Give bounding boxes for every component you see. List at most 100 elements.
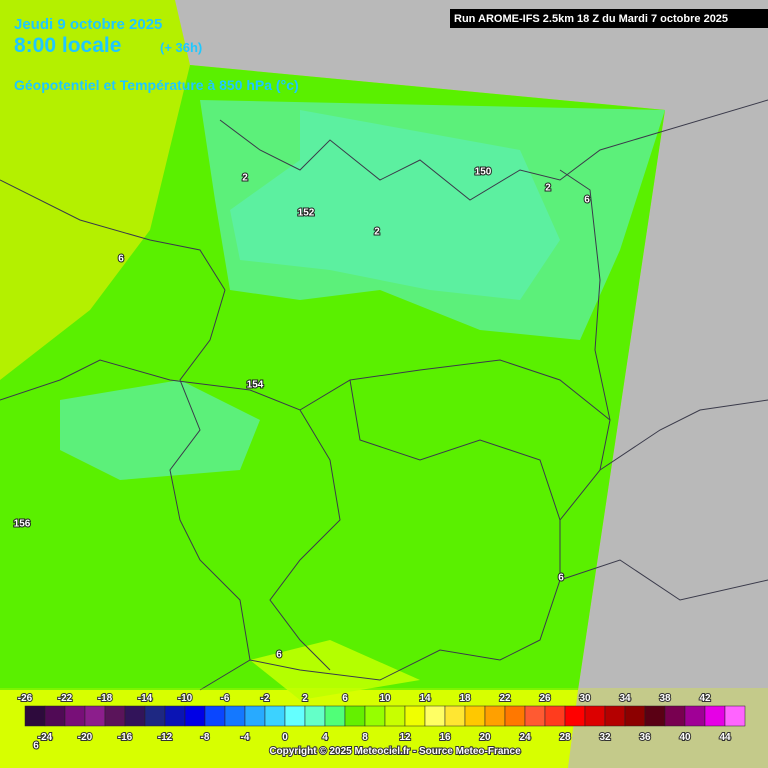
- scale-label: 20: [479, 732, 491, 743]
- scale-label: 22: [499, 693, 511, 704]
- scale-swatch: [564, 705, 586, 727]
- scale-swatch: [284, 705, 306, 727]
- scale-swatch: [704, 705, 726, 727]
- scale-swatch: [64, 705, 86, 727]
- contour-label: 6: [558, 573, 564, 584]
- scale-label: 36: [639, 732, 651, 743]
- scale-label: -18: [98, 693, 113, 704]
- scale-label: 28: [559, 732, 571, 743]
- scale-swatch: [204, 705, 226, 727]
- outside-domain: [175, 0, 768, 768]
- scale-label: 12: [399, 732, 411, 743]
- forecast-date: Jeudi 9 octobre 2025: [14, 16, 162, 33]
- scale-swatch: [504, 705, 526, 727]
- scale-swatch: [164, 705, 186, 727]
- border: [169, 289, 251, 661]
- contour-label: 150: [475, 167, 492, 178]
- scale-swatch: [424, 705, 446, 727]
- scale-swatch: [664, 705, 686, 727]
- scale-label: 30: [579, 693, 591, 704]
- run-info: Run AROME-IFS 2.5km 18 Z du Mardi 7 octo…: [454, 13, 728, 25]
- border: [269, 409, 341, 671]
- scale-swatch: [604, 705, 626, 727]
- contour-label: 2: [242, 173, 248, 184]
- scale-label: -26: [18, 693, 33, 704]
- scale-swatch: [244, 705, 266, 727]
- lead-time: (+ 36h): [160, 40, 202, 55]
- scale-label: -16: [118, 732, 133, 743]
- scale-label: -20: [78, 732, 93, 743]
- scale-label: 26: [539, 693, 551, 704]
- coastline: [219, 99, 768, 201]
- scale-swatch: [484, 705, 506, 727]
- scale-label: 0: [282, 732, 288, 743]
- scale-swatch: [124, 705, 146, 727]
- cool-area: [60, 380, 260, 480]
- scale-swatch: [524, 705, 546, 727]
- scale-label: -12: [158, 732, 173, 743]
- scale-swatch: [104, 705, 126, 727]
- scale-label: 8: [362, 732, 368, 743]
- contour-label: 6: [584, 195, 590, 206]
- copyright: Copyright © 2025 Meteociel.fr - Source M…: [269, 746, 521, 757]
- scale-band: [0, 688, 768, 768]
- forecast-time: 8:00 locale: [14, 34, 121, 57]
- scale-label: 2: [302, 693, 308, 704]
- scale-swatch: [644, 705, 666, 727]
- scale-swatch: [584, 705, 606, 727]
- scale-label: 14: [419, 693, 431, 704]
- scale-swatch: [144, 705, 166, 727]
- scale-swatch: [324, 705, 346, 727]
- scale-swatch: [184, 705, 206, 727]
- contour-label: 6: [276, 650, 282, 661]
- scale-label: 42: [699, 693, 711, 704]
- warm-area: [250, 640, 420, 700]
- scale-swatch: [304, 705, 326, 727]
- scale-swatch: [684, 705, 706, 727]
- scale-label: 4: [322, 732, 328, 743]
- scale-label: 10: [379, 693, 391, 704]
- scale-swatch: [444, 705, 466, 727]
- scale-swatch: [364, 705, 386, 727]
- contour-label: 154: [247, 380, 264, 391]
- scale-label: -24: [38, 732, 53, 743]
- scale-swatch: [44, 705, 66, 727]
- scale-swatch: [404, 705, 426, 727]
- scale-label: -10: [178, 693, 193, 704]
- scale-swatch: [264, 705, 286, 727]
- scale-swatch: [344, 705, 366, 727]
- scale-label: 18: [459, 693, 471, 704]
- scale-label: -4: [241, 732, 250, 743]
- scale-swatch: [384, 705, 406, 727]
- contour-label: 156: [14, 519, 31, 530]
- scale-label: 32: [599, 732, 611, 743]
- border: [559, 559, 768, 601]
- scale-swatch: [464, 705, 486, 727]
- scale-label: 34: [619, 693, 631, 704]
- scale-swatch: [24, 705, 46, 727]
- scale-swatch: [544, 705, 566, 727]
- border: [599, 399, 768, 471]
- contour-label: 2: [545, 183, 551, 194]
- scale-label: 44: [719, 732, 731, 743]
- scale-label: 38: [659, 693, 671, 704]
- scale-label: 6: [342, 693, 348, 704]
- scale-label: -2: [261, 693, 270, 704]
- scale-swatch: [224, 705, 246, 727]
- scale-label: -6: [221, 693, 230, 704]
- scale-label: -14: [138, 693, 153, 704]
- scale-label: -8: [201, 732, 210, 743]
- contour-label: 2: [374, 227, 380, 238]
- scale-label: 24: [519, 732, 531, 743]
- scale-swatch: [84, 705, 106, 727]
- contour-label: 6: [118, 254, 124, 265]
- scale-label: 40: [679, 732, 691, 743]
- scale-label: 16: [439, 732, 451, 743]
- scale-swatch: [624, 705, 646, 727]
- border: [0, 179, 226, 291]
- run-box: [450, 9, 768, 28]
- field-title: Géopotentiel et Température à 850 hPa (°…: [14, 77, 299, 93]
- scale-swatch: [724, 705, 746, 727]
- contour-label: 152: [298, 208, 315, 219]
